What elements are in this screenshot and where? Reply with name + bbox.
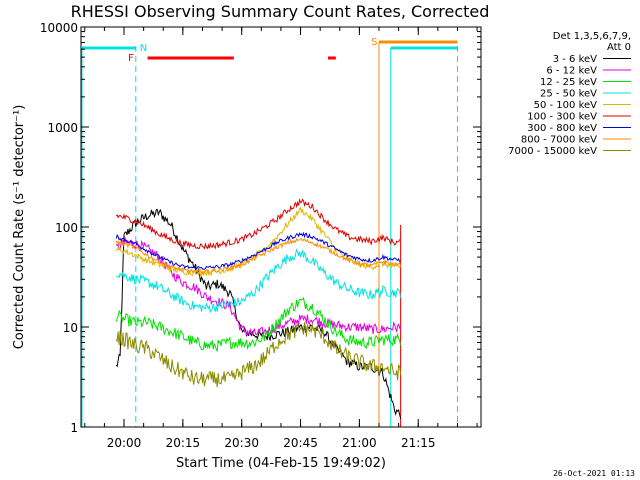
x-tick-label: 21:15 xyxy=(401,436,436,450)
legend-label: 6 - 12 keV xyxy=(546,66,597,77)
x-tick-label: 20:00 xyxy=(107,436,142,450)
y-tick-label: 1 xyxy=(70,421,78,435)
legend-label: 100 - 300 keV xyxy=(527,112,597,123)
series-line-7 xyxy=(115,231,401,271)
y-axis-label: Corrected Count Rate (s⁻¹ detector⁻¹) xyxy=(12,105,27,350)
series-line-6 xyxy=(115,198,401,250)
legend-label: 7000 - 15000 keV xyxy=(508,146,597,157)
chart-title: RHESSI Observing Summary Count Rates, Co… xyxy=(71,2,490,21)
s-marker-label: S xyxy=(371,37,377,48)
y-tick-label: 100 xyxy=(55,221,78,235)
legend-header: Att 0 xyxy=(607,42,631,53)
legend-label: 25 - 50 keV xyxy=(540,89,597,100)
y-tick-label: 10000 xyxy=(40,21,78,35)
n-marker-label: N xyxy=(140,43,147,54)
legend-label: 800 - 7000 keV xyxy=(521,135,597,146)
legend-label: 12 - 25 keV xyxy=(540,77,597,88)
x-tick-label: 20:30 xyxy=(224,436,259,450)
y-tick-label: 1000 xyxy=(47,121,78,135)
series-line-4 xyxy=(116,248,402,314)
legend-header: Det 1,3,5,6,7,9, xyxy=(553,31,631,42)
x-tick-label: 20:45 xyxy=(283,436,318,450)
legend-label: 300 - 800 keV xyxy=(527,123,597,134)
legend-label: 50 - 100 keV xyxy=(534,100,598,111)
series-line-1 xyxy=(115,208,402,419)
x-tick-label: 21:00 xyxy=(342,436,377,450)
series-line-2 xyxy=(115,235,402,337)
x-tick-label: 20:15 xyxy=(166,436,201,450)
series-line-3 xyxy=(115,296,402,352)
legend-label: 3 - 6 keV xyxy=(553,54,597,65)
series-line-9 xyxy=(115,322,402,388)
y-tick-label: 10 xyxy=(63,321,78,335)
series-line-8 xyxy=(115,237,402,274)
f-marker-label: F xyxy=(128,53,134,64)
x-axis-label: Start Time (04-Feb-15 19:49:02) xyxy=(176,456,386,471)
generated-timestamp: 26-Oct-2021 01:13 xyxy=(553,469,635,478)
